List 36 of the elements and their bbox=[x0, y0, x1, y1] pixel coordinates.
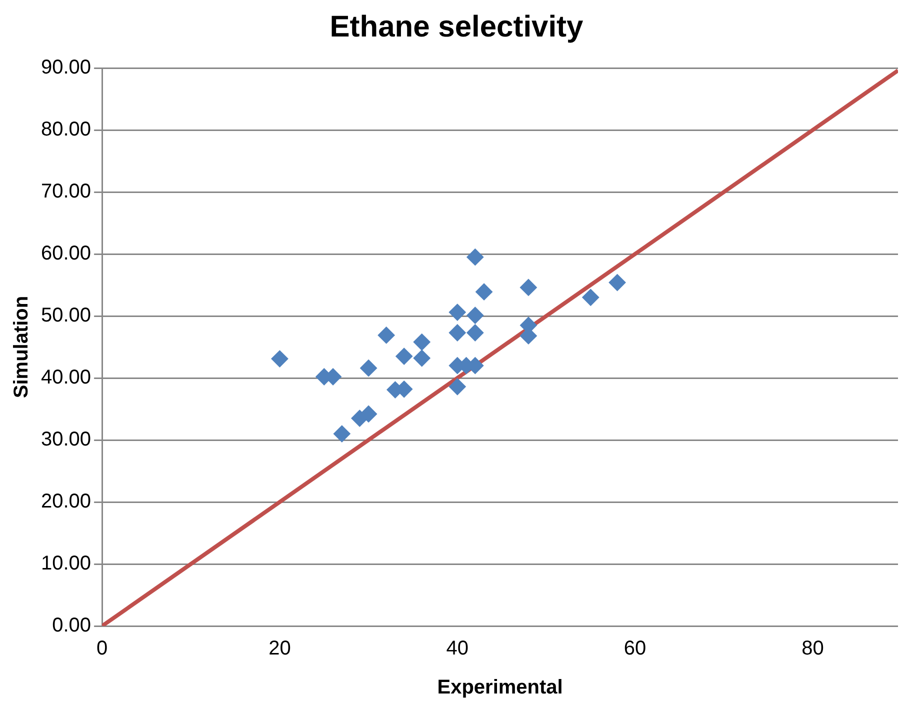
y-tick-label: 30.00 bbox=[40, 428, 92, 451]
x-tick-label: 40 bbox=[446, 638, 469, 660]
point bbox=[466, 306, 484, 324]
point bbox=[360, 360, 378, 377]
y-tick-label: 40.00 bbox=[40, 366, 92, 389]
point bbox=[378, 326, 395, 344]
y-tick-label: 20.00 bbox=[40, 490, 92, 513]
chart-title: Ethane selectivity bbox=[330, 10, 584, 44]
point bbox=[333, 425, 350, 442]
y-tick-label: 60.00 bbox=[40, 242, 92, 265]
point bbox=[271, 350, 288, 368]
point bbox=[608, 274, 626, 292]
x-tick-label: 60 bbox=[624, 638, 646, 660]
point bbox=[448, 324, 466, 342]
point bbox=[466, 324, 484, 342]
point bbox=[448, 378, 466, 396]
point bbox=[476, 283, 493, 300]
x-tick-label: 0 bbox=[96, 638, 108, 660]
point bbox=[360, 405, 378, 422]
point bbox=[396, 348, 413, 365]
point bbox=[520, 278, 537, 296]
y-tick-label: 50.00 bbox=[40, 304, 92, 327]
y-tick-label: 10.00 bbox=[40, 552, 92, 575]
y-tick-label: 70.00 bbox=[40, 180, 92, 203]
point bbox=[466, 248, 484, 266]
x-tick-label: 20 bbox=[268, 638, 291, 660]
x-axis-title: Experimental bbox=[437, 676, 563, 699]
y-axis-title: Simulation bbox=[10, 296, 33, 398]
y-tick-label: 90.00 bbox=[40, 56, 92, 79]
point bbox=[448, 304, 466, 321]
point bbox=[582, 288, 600, 306]
y-tick-label: 80.00 bbox=[40, 118, 92, 141]
point bbox=[413, 334, 430, 351]
y-tick-label: 0.00 bbox=[52, 614, 92, 637]
x-tick-label: 80 bbox=[802, 638, 824, 660]
point bbox=[413, 350, 430, 367]
